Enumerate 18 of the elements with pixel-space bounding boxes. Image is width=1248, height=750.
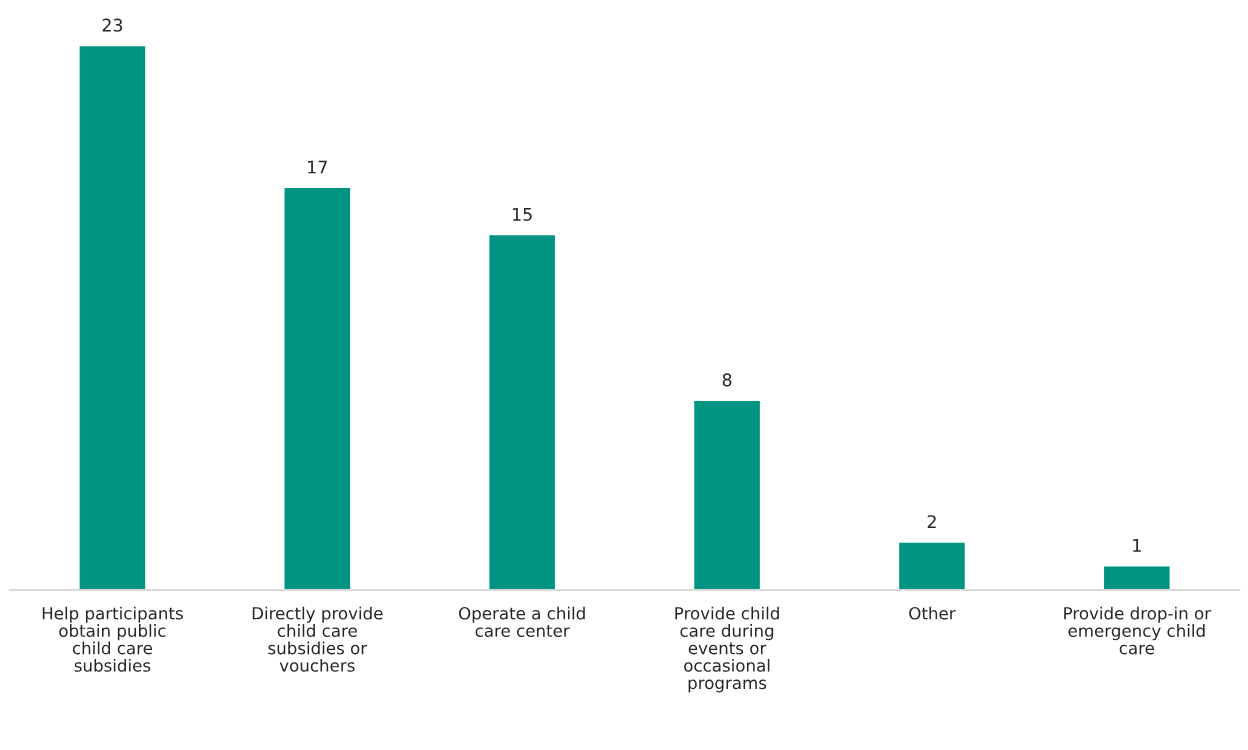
bar <box>489 235 555 591</box>
data-label: 23 <box>102 18 123 32</box>
bar <box>1104 566 1170 591</box>
bar <box>694 400 760 591</box>
data-label: 1 <box>1133 539 1141 552</box>
x-tick-label: Directly provide child care subsidies or vouchers <box>252 606 383 672</box>
data-label: 2 <box>927 515 936 529</box>
x-tick-label: Other <box>909 606 956 620</box>
bar <box>79 46 146 591</box>
x-tick-label: Provide drop-in or emergency child care <box>1064 606 1212 655</box>
bar <box>284 188 351 591</box>
data-label: 15 <box>513 207 532 221</box>
bar <box>899 542 965 591</box>
data-label: 8 <box>722 373 732 387</box>
x-tick-label: Help participants obtain public child care subsidies <box>42 606 183 672</box>
data-label: 17 <box>308 160 327 174</box>
x-tick-label: Provide child care during events or occasional programs <box>675 606 779 693</box>
x-tick-label: Operate a child care center <box>459 606 585 637</box>
